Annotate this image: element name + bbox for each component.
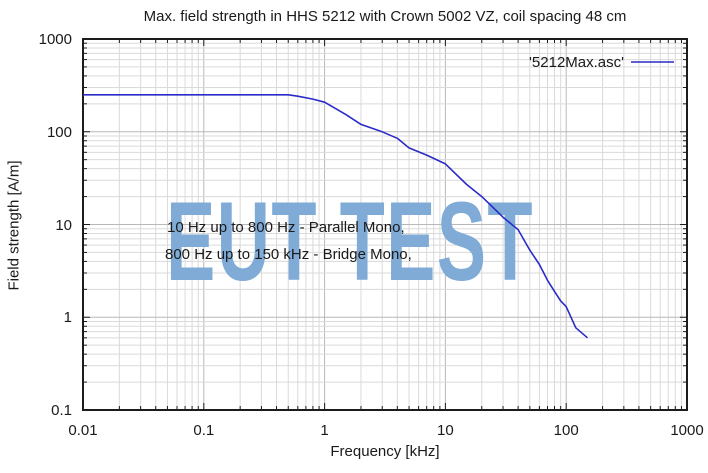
watermark-text: EUT TEST <box>166 179 534 304</box>
x-tick-label: 1 <box>320 422 329 439</box>
series-line <box>83 94 589 339</box>
y-tick-label: 1000 <box>38 31 72 48</box>
x-tick-label: 1000 <box>670 422 704 439</box>
y-tick-label: 1 <box>63 309 72 327</box>
x-tick-label: 10 <box>437 422 454 439</box>
x-tick-label: 100 <box>553 422 579 439</box>
chart-title: Max. field strength in HHS 5212 with Cro… <box>143 8 627 25</box>
y-axis-title: Field strength [A/m] <box>5 160 23 291</box>
annotation-parallel-mono: 10 Hz up to 800 Hz - Parallel Mono, <box>167 219 405 236</box>
x-tick-label: 0.1 <box>193 422 215 439</box>
x-axis-title: Frequency [kHz] <box>330 443 440 460</box>
x-tick-label: 0.01 <box>68 422 98 439</box>
plot-frame <box>82 38 688 411</box>
y-tick-label: 100 <box>46 123 72 141</box>
legend-label: '5212Max.asc' <box>529 54 624 71</box>
y-tick-label: 0.1 <box>51 402 72 419</box>
y-tick-label: 10 <box>55 216 72 234</box>
annotation-bridge-mono: 800 Hz up to 150 kHz - Bridge Mono, <box>165 246 412 263</box>
